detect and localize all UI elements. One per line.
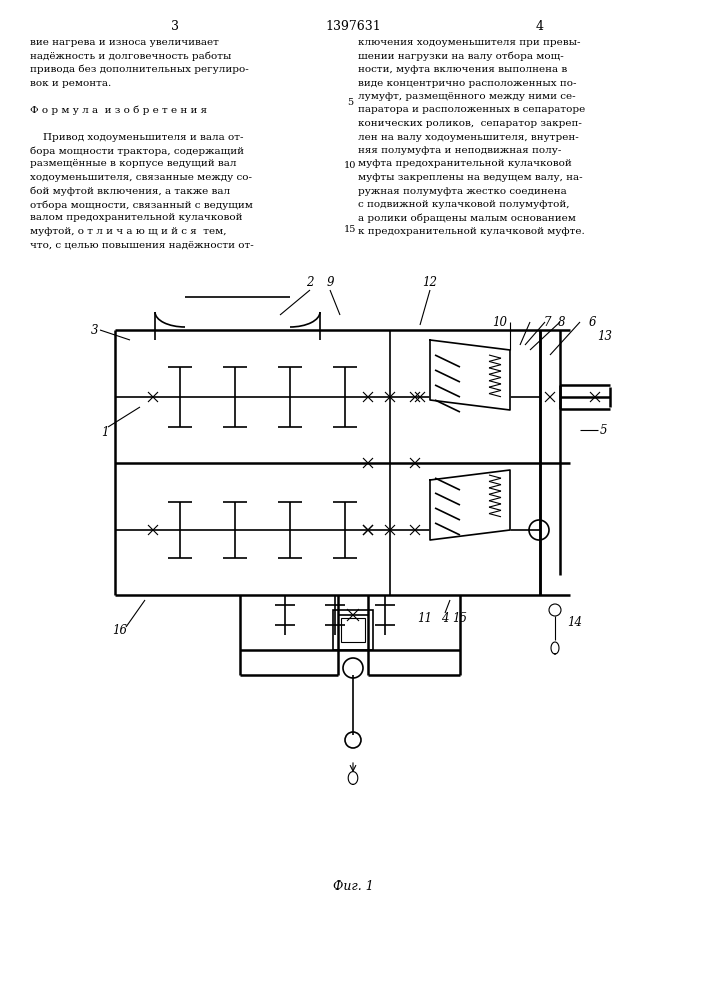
Text: виде концентрично расположенных по-: виде концентрично расположенных по- [358,79,576,88]
Text: 14: 14 [568,615,583,629]
Text: бора мощности трактора, содержащий: бора мощности трактора, содержащий [30,146,244,155]
Text: 13: 13 [597,330,612,344]
Text: 7: 7 [543,316,551,328]
Text: паратора и расположенных в сепараторе: паратора и расположенных в сепараторе [358,105,585,114]
Text: с подвижной кулачковой полумуфтой,: с подвижной кулачковой полумуфтой, [358,200,570,209]
Text: няя полумуфта и неподвижная полу-: няя полумуфта и неподвижная полу- [358,146,561,155]
Bar [341,618,365,642]
Text: Ф о р м у л а  и з о б р е т е н и я: Ф о р м у л а и з о б р е т е н и я [30,105,207,115]
Text: 4: 4 [536,20,544,33]
Text: 1397631: 1397631 [325,20,381,33]
Text: ходоуменьшителя, связанные между со-: ходоуменьшителя, связанные между со- [30,173,252,182]
Text: муфта предохранительной кулачковой: муфта предохранительной кулачковой [358,159,572,168]
Text: вок и ремонта.: вок и ремонта. [30,79,111,88]
Text: 4: 4 [441,611,449,624]
Text: отбора мощности, связанный с ведущим: отбора мощности, связанный с ведущим [30,200,253,210]
Text: что, с целью повышения надёжности от-: что, с целью повышения надёжности от- [30,240,254,249]
Text: Привод ходоуменьшителя и вала от-: Привод ходоуменьшителя и вала от- [30,132,243,141]
Text: надёжность и долговечность работы: надёжность и долговечность работы [30,51,231,61]
Text: ружная полумуфта жестко соединена: ружная полумуфта жестко соединена [358,186,567,196]
Text: валом предохранительной кулачковой: валом предохранительной кулачковой [30,214,243,223]
Text: 1: 1 [101,426,109,438]
Bar [333,610,373,650]
Text: 15: 15 [344,225,356,234]
Text: 2: 2 [306,276,314,290]
Text: Фиг. 1: Фиг. 1 [332,880,373,893]
Text: 3: 3 [171,20,179,33]
Text: 8: 8 [559,316,566,328]
Text: муфты закреплены на ведущем валу, на-: муфты закреплены на ведущем валу, на- [358,173,583,182]
Text: муфтой, о т л и ч а ю щ и й с я  тем,: муфтой, о т л и ч а ю щ и й с я тем, [30,227,226,236]
Text: 11: 11 [418,611,433,624]
Text: бой муфтой включения, а также вал: бой муфтой включения, а также вал [30,186,230,196]
Text: 9: 9 [326,276,334,290]
Text: ключения ходоуменьшителя при превы-: ключения ходоуменьшителя при превы- [358,38,580,47]
Text: конических роликов,  сепаратор закреп-: конических роликов, сепаратор закреп- [358,119,582,128]
Text: а ролики обращены малым основанием: а ролики обращены малым основанием [358,214,576,223]
Text: лумуфт, размещённого между ними се-: лумуфт, размещённого между ними се- [358,92,575,101]
Text: 10: 10 [344,161,356,170]
Polygon shape [430,340,510,410]
Text: к предохранительной кулачковой муфте.: к предохранительной кулачковой муфте. [358,227,585,236]
Text: 5: 5 [600,424,607,436]
Text: лен на валу ходоуменьшителя, внутрен-: лен на валу ходоуменьшителя, внутрен- [358,132,579,141]
Text: 5: 5 [347,98,353,107]
Text: 16: 16 [112,624,127,637]
Text: шении нагрузки на валу отбора мощ-: шении нагрузки на валу отбора мощ- [358,51,563,61]
Text: привода без дополнительных регулиро-: привода без дополнительных регулиро- [30,65,249,75]
Polygon shape [430,470,510,540]
Text: 10: 10 [493,316,508,328]
Text: 15: 15 [452,611,467,624]
Text: ности, муфта включения выполнена в: ности, муфта включения выполнена в [358,65,567,74]
Text: 3: 3 [91,324,99,336]
Text: вие нагрева и износа увеличивает: вие нагрева и износа увеличивает [30,38,219,47]
Text: 12: 12 [423,276,438,290]
Text: 6: 6 [588,316,596,328]
Text: размещённые в корпусе ведущий вал: размещённые в корпусе ведущий вал [30,159,237,168]
